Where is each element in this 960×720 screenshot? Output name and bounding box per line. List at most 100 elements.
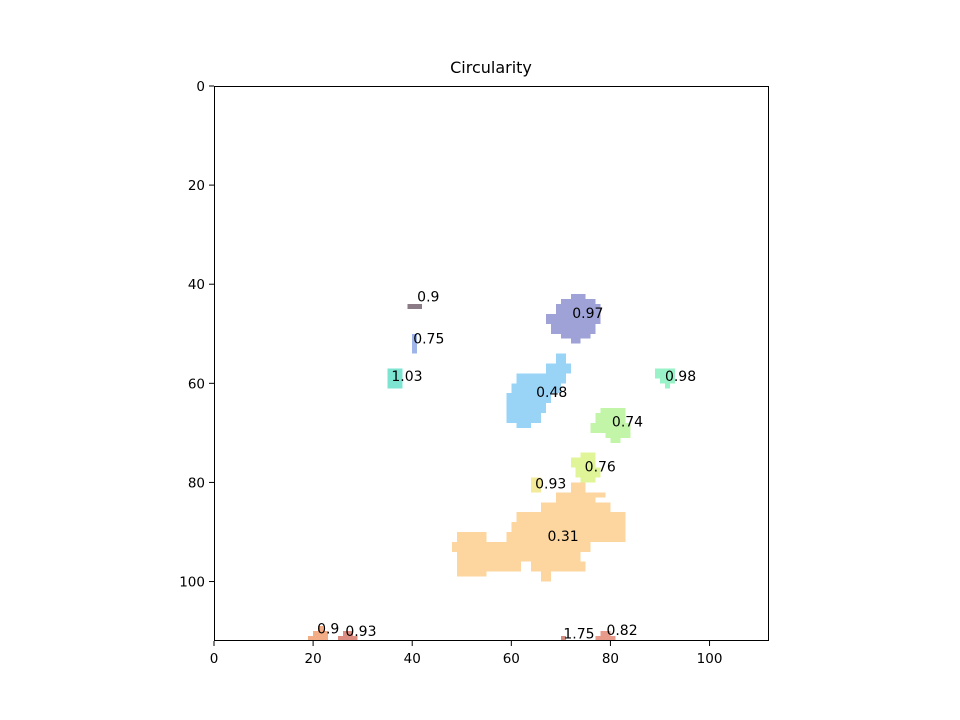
- region-cell: [590, 422, 631, 433]
- region-9: [451, 482, 626, 582]
- region-cell: [555, 353, 566, 364]
- regions-layer: [308, 294, 675, 641]
- region-cell: [506, 531, 626, 542]
- region-cell: [580, 477, 596, 483]
- region-cell: [560, 636, 566, 641]
- y-tick-label: 100: [179, 575, 205, 591]
- region-cell: [546, 363, 571, 374]
- region-label: 0.9: [417, 290, 439, 306]
- region-cell: [659, 378, 675, 384]
- region-cell: [407, 304, 423, 309]
- region-cell: [541, 571, 551, 582]
- region-cell: [570, 482, 586, 493]
- plot-frame: [214, 86, 769, 641]
- region-6: [590, 408, 631, 443]
- region-label: 0.93: [535, 476, 566, 492]
- y-tick-label: 20: [188, 178, 205, 194]
- region-label: 0.93: [345, 624, 376, 640]
- region-label: 0.97: [572, 306, 603, 322]
- region-label: 0.9: [317, 622, 339, 638]
- region-12: [560, 636, 566, 641]
- region-label: 0.98: [665, 369, 696, 385]
- region-cell: [516, 373, 566, 384]
- region-label: 0.76: [585, 460, 616, 476]
- region-cell: [555, 304, 601, 314]
- region-cell: [451, 541, 591, 552]
- x-tick-label: 0: [210, 651, 219, 667]
- region-cell: [555, 492, 596, 503]
- region-cell: [516, 422, 532, 428]
- y-tick-label: 40: [188, 277, 205, 293]
- region-5: [506, 353, 571, 428]
- region-cell: [541, 502, 611, 513]
- x-tick-label: 60: [503, 651, 520, 667]
- x-tick-label: 40: [404, 651, 421, 667]
- region-cell: [456, 571, 487, 577]
- region-cell: [456, 561, 522, 572]
- region-cell: [456, 531, 487, 542]
- region-1: [546, 294, 601, 344]
- region-cell: [575, 467, 601, 478]
- region-cell: [531, 561, 586, 572]
- region-3: [387, 368, 403, 389]
- region-cell: [456, 551, 581, 562]
- region-label: 1.75: [563, 627, 594, 643]
- region-cell: [412, 333, 418, 354]
- region-cell: [600, 408, 626, 414]
- region-label: 0.75: [413, 332, 444, 348]
- region-cell: [337, 636, 358, 641]
- region-cell: [570, 457, 596, 468]
- region-label: 1.03: [391, 369, 422, 385]
- region-cell: [610, 437, 621, 443]
- region-cell: [531, 477, 542, 493]
- region-cell: [595, 492, 606, 498]
- x-axis: 0 20 40 60 80 100: [210, 641, 723, 667]
- region-cell: [605, 432, 631, 438]
- region-cell: [511, 522, 626, 532]
- region-cell: [308, 636, 328, 641]
- region-0: [407, 304, 423, 309]
- region-cell: [387, 368, 403, 389]
- chart-title: Circularity: [450, 58, 532, 77]
- region-10: [308, 626, 328, 641]
- region-7: [570, 452, 601, 483]
- x-tick-label: 100: [697, 651, 723, 667]
- region-cell: [506, 413, 542, 423]
- region-cell: [595, 636, 616, 641]
- region-4: [655, 368, 675, 389]
- region-11: [337, 631, 358, 641]
- region-cell: [550, 323, 596, 334]
- labels-layer: 0.9 0.97 0.75 1.03 0.98 0.48 0.74 0.76 0.93 0.31 0…: [317, 290, 696, 643]
- region-2: [412, 333, 418, 354]
- region-label: 0.74: [612, 414, 643, 430]
- y-tick-label: 80: [188, 475, 205, 491]
- region-cell: [546, 313, 601, 324]
- y-axis: 0 20 40 60 80 100: [179, 79, 214, 591]
- region-label: 0.31: [548, 529, 579, 545]
- region-8: [531, 477, 542, 493]
- region-cell: [580, 452, 596, 458]
- region-cell: [600, 631, 611, 637]
- region-13: [595, 631, 616, 641]
- y-tick-label: 0: [196, 79, 205, 95]
- region-cell: [506, 393, 551, 404]
- region-cell: [655, 368, 675, 379]
- region-cell: [664, 383, 670, 389]
- region-cell: [318, 626, 324, 632]
- region-cell: [342, 631, 353, 637]
- region-cell: [516, 512, 626, 523]
- region-cell: [595, 413, 626, 423]
- region-cell: [511, 383, 561, 394]
- region-cell: [570, 294, 586, 300]
- region-cell: [313, 631, 328, 637]
- region-label: 0.82: [606, 623, 637, 639]
- region-label: 0.48: [536, 385, 567, 401]
- x-tick-label: 20: [305, 651, 322, 667]
- region-cell: [560, 333, 591, 339]
- y-tick-label: 60: [188, 376, 205, 392]
- x-tick-label: 80: [602, 651, 619, 667]
- region-cell: [560, 299, 596, 305]
- region-cell: [570, 338, 581, 344]
- region-cell: [506, 403, 547, 414]
